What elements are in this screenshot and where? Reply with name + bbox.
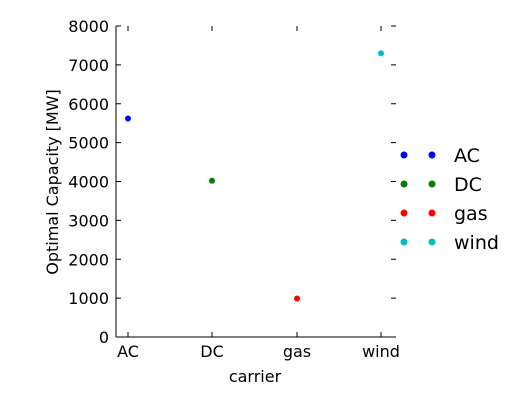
- legend-label-DC: DC: [454, 174, 482, 196]
- x-axis-ticks: AC DC gas wind: [117, 26, 400, 361]
- data-point-AC: [125, 115, 131, 122]
- legend-marker-AC: [400, 151, 408, 159]
- y-axis-label: Optimal Capacity [MW]: [43, 89, 62, 275]
- x-tick-label: DC: [200, 342, 224, 361]
- y-tick-label: 2000: [68, 250, 109, 269]
- legend-label-AC: AC: [454, 145, 480, 167]
- y-tick-label: 3000: [68, 211, 109, 230]
- legend-marker-DC: [400, 180, 408, 188]
- y-tick-label: 1000: [68, 289, 109, 308]
- y-axis-ticks: 0 1000 2000 3000 4000 5000 6000 7000 8000: [68, 17, 396, 347]
- data-points: [125, 50, 384, 302]
- legend-marker-AC: [428, 151, 436, 159]
- y-tick-label: 7000: [68, 56, 109, 75]
- legend-marker-gas: [428, 209, 436, 217]
- y-tick-label: 5000: [68, 134, 109, 153]
- x-tick-label: wind: [362, 342, 400, 361]
- x-tick-label: AC: [117, 342, 139, 361]
- legend-marker-wind: [428, 238, 436, 246]
- y-tick-label: 4000: [68, 173, 109, 192]
- x-tick-label: gas: [283, 342, 311, 361]
- legend-marker-DC: [428, 180, 436, 188]
- legend: AC DC gas wind: [400, 145, 499, 254]
- data-point-wind: [378, 50, 384, 57]
- legend-marker-gas: [400, 209, 408, 217]
- legend-marker-wind: [400, 238, 408, 246]
- y-tick-label: 6000: [68, 95, 109, 114]
- x-axis-label: carrier: [229, 367, 282, 386]
- data-point-gas: [294, 295, 300, 302]
- legend-label-wind: wind: [454, 232, 499, 254]
- plot-axes: [115, 26, 396, 338]
- y-tick-label: 8000: [68, 17, 109, 36]
- y-tick-label: 0: [99, 328, 109, 347]
- legend-label-gas: gas: [454, 203, 488, 225]
- data-point-DC: [209, 177, 215, 184]
